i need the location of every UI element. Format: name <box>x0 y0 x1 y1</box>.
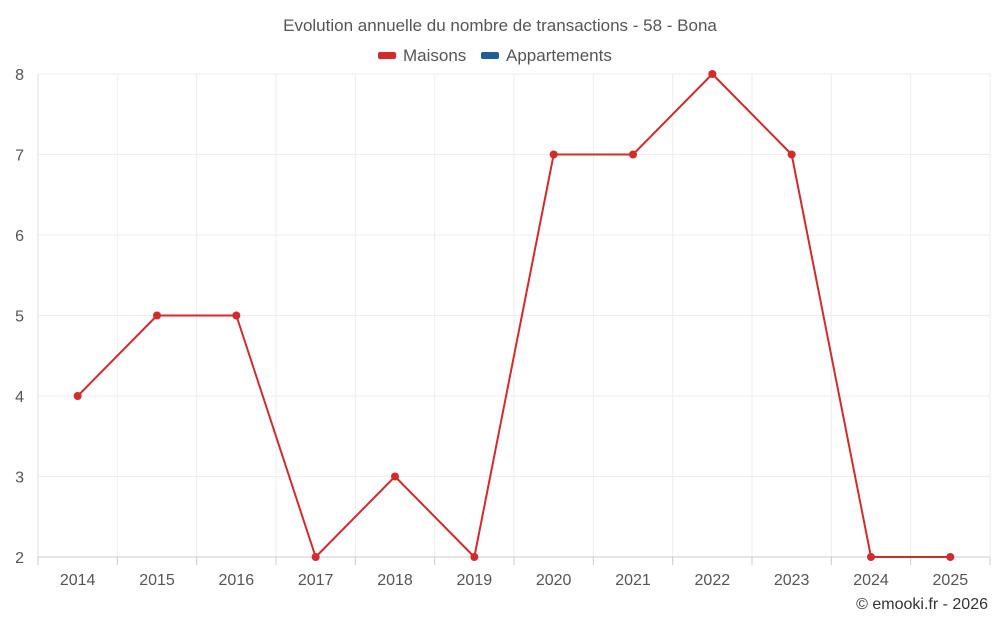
data-point-maisons[interactable] <box>391 472 399 481</box>
data-point-maisons[interactable] <box>708 70 717 78</box>
x-tick-label: 2025 <box>933 572 969 589</box>
x-tick-label: 2016 <box>219 572 255 589</box>
legend-item-maisons[interactable]: Maisons <box>378 46 466 65</box>
data-point-maisons[interactable] <box>470 553 479 561</box>
legend-swatch-appartements <box>481 52 499 59</box>
legend-label-appartements[interactable]: Appartements <box>506 46 612 65</box>
x-axis-labels: 2014 2015 2016 2017 2018 2019 2020 2021 2022 2023… <box>60 572 968 589</box>
y-tick-label: 3 <box>15 470 24 487</box>
data-point-maisons[interactable] <box>787 150 796 159</box>
data-point-maisons[interactable] <box>629 150 637 159</box>
x-tick-label: 2019 <box>457 572 493 589</box>
credit-text: © emooki.fr - 2026 <box>856 596 988 613</box>
y-tick-label: 7 <box>15 148 24 165</box>
legend[interactable]: Maisons Appartements <box>378 46 612 65</box>
x-tick-label: 2024 <box>853 572 889 589</box>
legend-label-maisons[interactable]: Maisons <box>403 46 466 65</box>
axes <box>37 74 991 565</box>
x-tick-label: 2017 <box>298 572 334 589</box>
grid <box>37 73 991 558</box>
series-line-maisons <box>76 73 952 558</box>
x-tick-label: 2023 <box>774 572 810 589</box>
x-tick-label: 2022 <box>695 572 731 589</box>
x-tick-label: 2020 <box>536 572 572 589</box>
data-point-maisons[interactable] <box>311 553 320 561</box>
data-point-maisons[interactable] <box>73 392 82 400</box>
chart-title: Evolution annuelle du nombre de transact… <box>283 16 717 35</box>
x-tick-label: 2018 <box>377 572 413 589</box>
data-point-maisons[interactable] <box>946 553 955 561</box>
data-point-maisons[interactable] <box>549 150 558 159</box>
y-tick-label: 6 <box>15 228 24 245</box>
x-tick-label: 2015 <box>139 572 175 589</box>
series-layer <box>73 70 955 561</box>
y-tick-label: 5 <box>15 309 24 326</box>
y-tick-label: 4 <box>15 389 24 406</box>
y-tick-label: 2 <box>15 550 24 567</box>
x-tick-label: 2014 <box>60 572 96 589</box>
y-tick-label: 8 <box>15 67 24 84</box>
x-tick-label: 2021 <box>615 572 651 589</box>
y-axis-labels: 2 3 4 5 6 7 8 <box>15 67 24 567</box>
data-point-maisons[interactable] <box>232 311 241 320</box>
data-point-maisons[interactable] <box>153 311 161 320</box>
legend-swatch-maisons <box>378 52 396 59</box>
legend-item-appartements[interactable]: Appartements <box>481 46 612 65</box>
data-point-maisons[interactable] <box>867 553 875 561</box>
